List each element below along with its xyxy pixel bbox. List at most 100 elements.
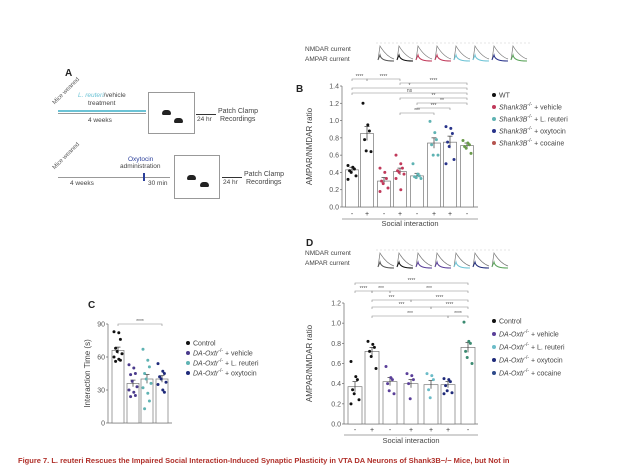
data-point-b	[464, 146, 468, 150]
data-point-c	[130, 379, 134, 383]
nmdar-trace-b	[377, 44, 395, 61]
wait-label: 30 min	[148, 180, 168, 187]
bar-b	[427, 142, 441, 208]
y-tick-label-b: 0.0	[329, 205, 339, 212]
data-point-b	[354, 174, 358, 178]
data-point-b	[436, 153, 440, 157]
oxytocin-marker	[143, 173, 145, 181]
data-point-c	[156, 362, 160, 366]
data-point-b	[361, 101, 365, 105]
nmdar-trace-d	[491, 251, 509, 268]
data-point-d	[366, 339, 370, 343]
data-point-d	[392, 392, 396, 396]
data-point-b	[431, 153, 435, 157]
legend-label: Control	[193, 340, 216, 348]
legend-marker	[492, 319, 496, 324]
legend-suffix: + cocaine	[532, 140, 565, 148]
significance-label-d: ****	[436, 295, 444, 301]
panel-c-label: C	[88, 300, 96, 311]
data-point-d	[427, 388, 431, 392]
significance-bracket-b	[399, 112, 435, 115]
data-point-c	[133, 372, 137, 375]
social-sign-d: -	[389, 427, 392, 434]
data-point-d	[355, 378, 359, 382]
nmdar-trace-d	[434, 251, 452, 268]
data-point-c	[114, 359, 118, 363]
legend-item: WT	[492, 90, 510, 99]
significance-bracket-b	[416, 107, 451, 110]
bar-b	[360, 133, 374, 208]
data-point-b	[349, 170, 353, 174]
arrow-2	[222, 177, 242, 178]
data-point-d	[442, 377, 446, 381]
legend-suffix: + oxytocin	[223, 370, 257, 378]
social-sign-b: -	[351, 211, 354, 218]
legend-suffix: + cocaine	[529, 370, 562, 378]
data-point-b	[363, 138, 367, 142]
y-tick-label-d: 0.2	[331, 401, 341, 408]
y-axis-label-b: AMPAR/NMDAR ratio	[305, 107, 314, 185]
data-point-d	[431, 378, 435, 382]
significance-label-d: ***	[407, 311, 413, 317]
timeline-2	[58, 177, 170, 178]
legend-superscript: -/-	[527, 114, 533, 120]
ampar-trace-d	[453, 260, 471, 269]
nmdar-trace-d	[396, 251, 414, 268]
data-point-c	[132, 366, 136, 370]
legend-marker	[492, 358, 496, 363]
significance-label-d: ****	[446, 302, 454, 308]
x-axis-label-d: Social interaction	[382, 436, 439, 445]
data-point-b	[449, 126, 453, 130]
data-point-c	[149, 381, 153, 385]
legend-superscript: -/-	[218, 368, 224, 374]
data-point-d	[465, 355, 469, 359]
data-point-b	[461, 138, 465, 142]
duration-label-1: 4 weeks	[88, 117, 112, 124]
data-point-c	[162, 390, 166, 394]
data-point-d	[408, 397, 412, 401]
data-point-b	[394, 176, 398, 180]
ampar-trace-d	[491, 260, 509, 269]
legend-item: Shank3B-/- + L. reuteri	[492, 114, 568, 123]
legend-item: DA-Oxtr-/- + cocaine	[492, 368, 561, 377]
legend-suffix: + oxytocin	[532, 128, 566, 136]
data-point-c	[127, 388, 131, 392]
data-point-d	[462, 320, 466, 324]
legend-superscript: -/-	[218, 358, 224, 364]
bar-b	[460, 145, 474, 208]
significance-label-d: ***	[399, 302, 405, 308]
bar-d	[382, 381, 398, 425]
legend-superscript: -/-	[527, 102, 533, 108]
data-point-c	[114, 346, 118, 350]
data-point-c	[129, 373, 133, 377]
y-tick-label-b: 0.6	[329, 153, 339, 160]
data-point-d	[442, 392, 446, 396]
significance-label-b: **	[440, 98, 444, 104]
data-point-b	[447, 145, 451, 148]
legend-item: Control	[492, 316, 522, 325]
y-tick-label-d: 0.0	[331, 422, 341, 429]
y-tick-label-b: 1.4	[329, 84, 339, 91]
ampar-trace-b	[491, 53, 509, 62]
legend-label: DA-Oxtr	[499, 344, 525, 352]
y-tick-label-b: 0.2	[329, 187, 339, 194]
y-tick-label-d: 0.8	[331, 341, 341, 348]
data-point-b	[444, 162, 448, 166]
legend-label: DA-Oxtr	[193, 360, 219, 368]
legend-marker	[492, 371, 496, 376]
data-point-b	[469, 151, 473, 155]
legend-suffix: + L. reuteri	[532, 116, 568, 124]
ampar-trace-d	[377, 260, 395, 269]
significance-bracket-b	[399, 82, 468, 85]
ampar-trace-b	[472, 53, 490, 62]
y-axis-label-d: AMPAR/NMDAR ratio	[305, 324, 314, 402]
data-point-d	[428, 396, 432, 400]
data-point-b	[369, 150, 373, 154]
legend-label: WT	[499, 92, 510, 100]
data-point-b	[400, 166, 404, 170]
y-tick-label-b: 0.8	[329, 135, 339, 142]
data-point-d	[387, 389, 391, 393]
social-sign-b: +	[432, 211, 436, 218]
significance-bracket-b	[366, 78, 401, 81]
y-tick-label-b: 1.2	[329, 101, 339, 108]
